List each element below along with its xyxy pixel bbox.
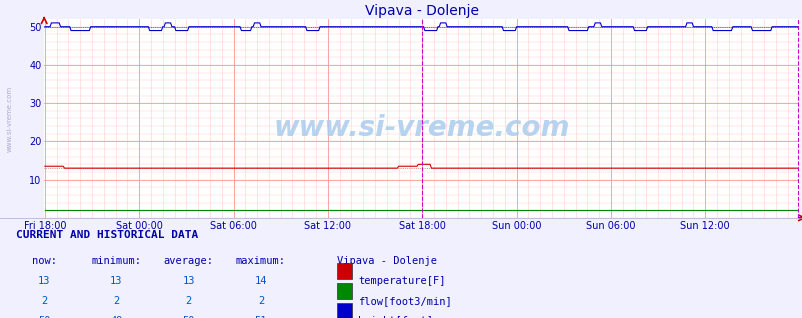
Text: 13: 13: [38, 276, 51, 286]
Text: 51: 51: [254, 316, 267, 318]
Text: www.si-vreme.com: www.si-vreme.com: [273, 114, 569, 142]
Bar: [337, 283, 351, 299]
Text: temperature[F]: temperature[F]: [358, 276, 445, 286]
Text: 50: 50: [182, 316, 195, 318]
Text: now:: now:: [31, 256, 57, 266]
Text: average:: average:: [164, 256, 213, 266]
Bar: [337, 303, 351, 318]
Text: CURRENT AND HISTORICAL DATA: CURRENT AND HISTORICAL DATA: [16, 230, 198, 240]
Text: height[foot]: height[foot]: [358, 316, 432, 318]
Text: flow[foot3/min]: flow[foot3/min]: [358, 296, 452, 306]
Text: 49: 49: [110, 316, 123, 318]
Text: 2: 2: [113, 296, 119, 306]
Text: Vipava - Dolenje: Vipava - Dolenje: [337, 256, 437, 266]
Text: 2: 2: [257, 296, 264, 306]
Text: 2: 2: [41, 296, 47, 306]
Text: 14: 14: [254, 276, 267, 286]
Text: 2: 2: [185, 296, 192, 306]
Text: minimum:: minimum:: [91, 256, 141, 266]
Text: 13: 13: [110, 276, 123, 286]
Text: maximum:: maximum:: [236, 256, 286, 266]
Text: 50: 50: [38, 316, 51, 318]
Text: www.si-vreme.com: www.si-vreme.com: [7, 86, 13, 151]
Title: Vipava - Dolenje: Vipava - Dolenje: [364, 4, 478, 18]
Bar: [337, 263, 351, 279]
Text: 13: 13: [182, 276, 195, 286]
